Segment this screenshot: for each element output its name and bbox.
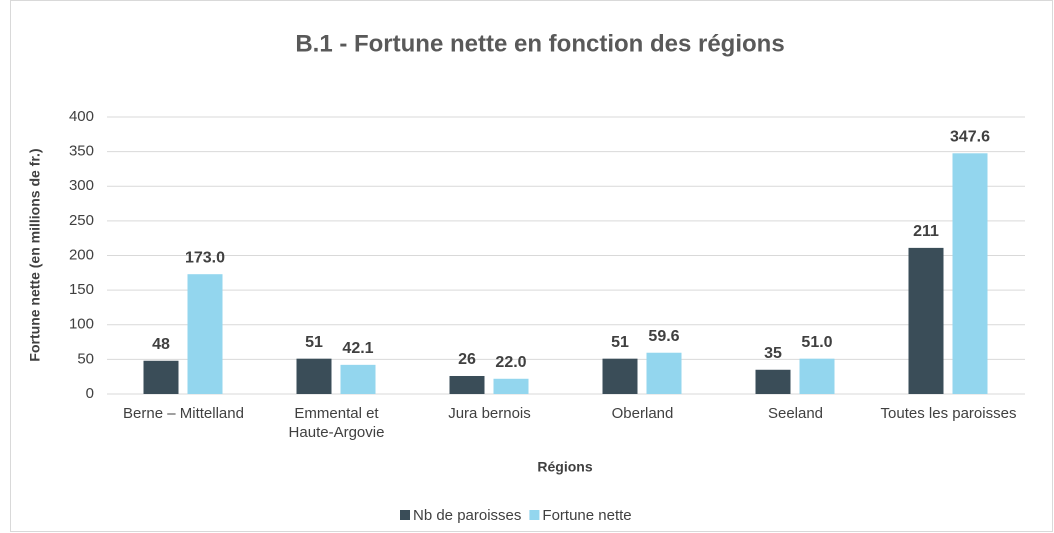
bar	[449, 375, 485, 394]
data-label: 42.1	[342, 340, 373, 357]
data-label: 173.0	[185, 249, 225, 266]
x-axis-title: Régions	[537, 459, 592, 475]
x-tick-label: Jura bernois	[448, 405, 531, 422]
data-label: 22.0	[495, 354, 526, 371]
data-label: 35	[764, 345, 782, 362]
legend-swatch	[529, 510, 540, 520]
bar	[296, 358, 332, 394]
bar	[799, 358, 835, 394]
bar	[493, 378, 529, 394]
bar	[602, 358, 638, 394]
y-tick-label: 100	[69, 316, 94, 333]
bar	[646, 352, 682, 394]
data-label: 347.6	[950, 129, 990, 146]
y-tick-label: 50	[77, 350, 94, 367]
bar	[755, 369, 791, 394]
data-label: 51	[611, 334, 629, 351]
y-tick-label: 0	[86, 385, 94, 402]
y-tick-label: 300	[69, 177, 94, 194]
bar	[143, 360, 179, 394]
y-axis-title: Fortune nette (en millions de fr.)	[27, 148, 43, 361]
x-tick-label: Seeland	[768, 405, 823, 422]
y-tick-label: 200	[69, 246, 94, 263]
data-label: 211	[913, 223, 939, 240]
chart-title: B.1 - Fortune nette en fonction des régi…	[295, 30, 784, 57]
x-tick-label: Berne – Mittelland	[123, 405, 244, 422]
bar	[908, 247, 944, 394]
legend-label: Nb de paroisses	[413, 507, 521, 524]
data-label: 59.6	[648, 328, 679, 345]
data-label: 26	[458, 351, 476, 368]
bar	[187, 274, 223, 394]
x-tick-label: Toutes les paroisses	[881, 405, 1017, 422]
bar	[340, 364, 376, 394]
data-label: 48	[152, 336, 170, 353]
x-tick-label: Emmental et Haute-Argovie	[289, 405, 385, 441]
legend-swatch	[400, 510, 410, 520]
y-tick-label: 150	[69, 281, 94, 298]
legend-label: Fortune nette	[542, 507, 631, 524]
chart-frame	[10, 0, 1053, 532]
x-tick-label: Oberland	[612, 405, 674, 422]
data-label: 51.0	[801, 334, 832, 351]
bar	[952, 153, 988, 394]
y-tick-label: 250	[69, 212, 94, 229]
data-label: 51	[305, 334, 323, 351]
y-tick-label: 400	[69, 108, 94, 125]
y-tick-label: 350	[69, 143, 94, 160]
